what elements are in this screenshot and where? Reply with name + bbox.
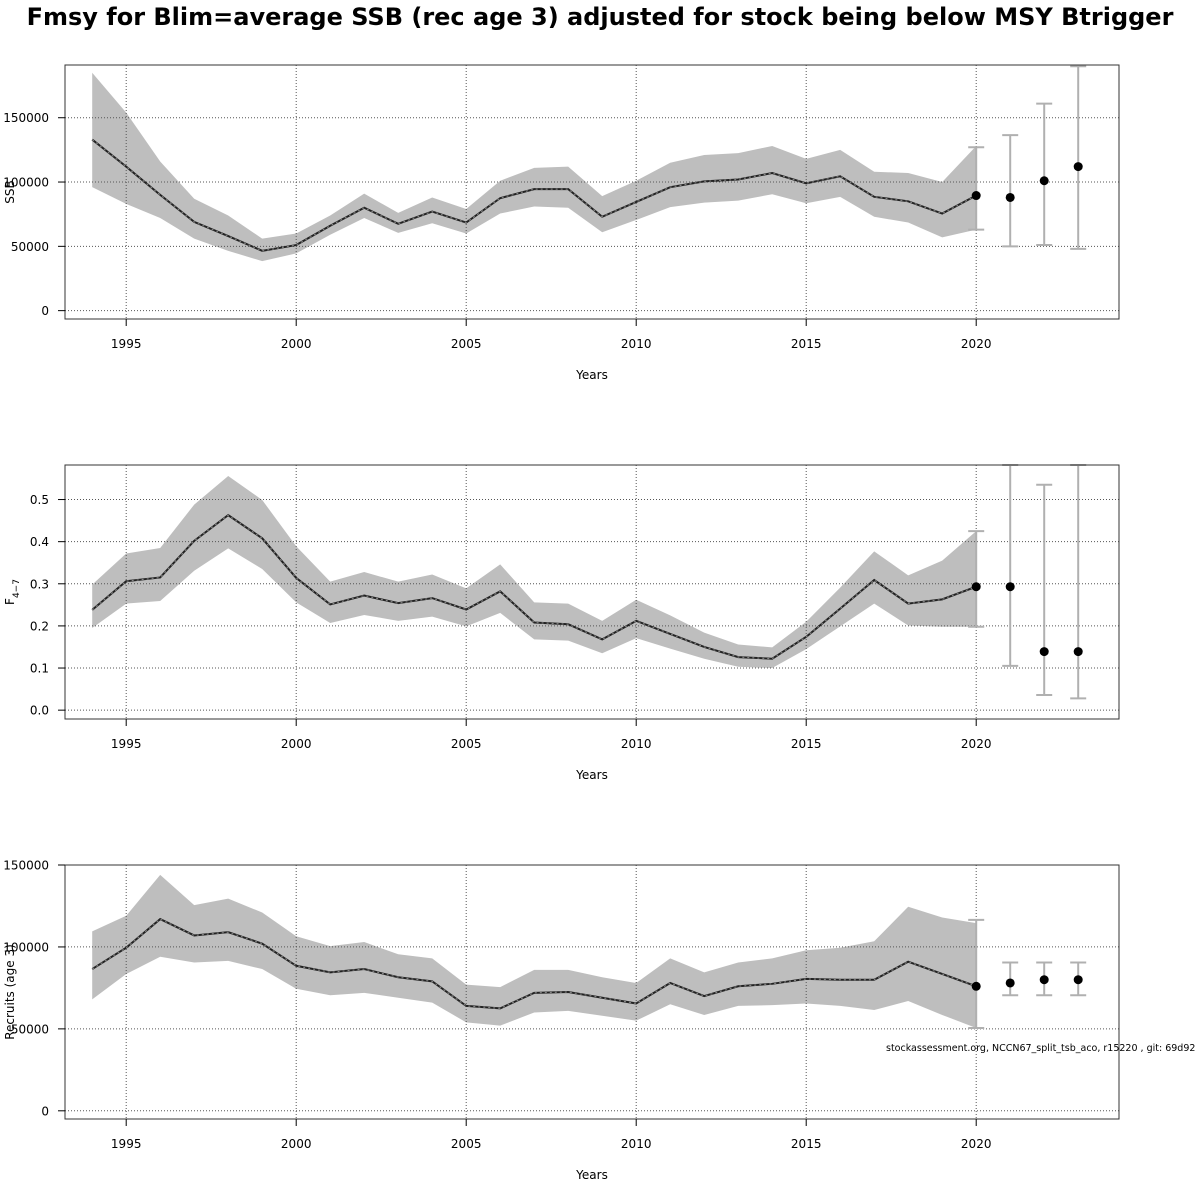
y-tick-label: 100000 bbox=[3, 176, 49, 190]
estimate-line bbox=[91, 917, 977, 1010]
plot-frame bbox=[64, 464, 1120, 720]
x-tick-label: 2000 bbox=[281, 337, 312, 351]
y-tick-label: 150000 bbox=[3, 111, 49, 125]
x-tick-label: 2020 bbox=[961, 1137, 992, 1151]
forecast-point bbox=[971, 191, 981, 201]
y-tick-label: 50000 bbox=[11, 240, 49, 254]
estimate-line bbox=[91, 513, 977, 660]
x-tick-label: 2010 bbox=[621, 337, 652, 351]
x-tick-label: 2015 bbox=[791, 737, 822, 751]
plot-frame bbox=[64, 64, 1120, 320]
plot-frame bbox=[64, 864, 1120, 1120]
y-tick-label: 0.5 bbox=[30, 493, 49, 507]
y-tick-label: 150000 bbox=[3, 859, 49, 873]
chart-title: Fmsy for Blim=average SSB (rec age 3) ad… bbox=[26, 3, 1174, 31]
x-tick-label: 1995 bbox=[111, 1137, 142, 1151]
forecast-point bbox=[1005, 582, 1015, 592]
y-tick-label: 0.4 bbox=[30, 535, 49, 549]
x-tick-label: 2005 bbox=[451, 737, 482, 751]
forecast-point bbox=[1039, 647, 1049, 657]
confidence-band bbox=[92, 874, 977, 1029]
x-tick-label: 1995 bbox=[111, 737, 142, 751]
x-tick-label: 1995 bbox=[111, 337, 142, 351]
x-tick-label: 2015 bbox=[791, 337, 822, 351]
x-tick-label: 2005 bbox=[451, 337, 482, 351]
x-axis-label: Years bbox=[575, 768, 608, 782]
y-tick-label: 0.3 bbox=[30, 577, 49, 591]
x-tick-label: 2000 bbox=[281, 1137, 312, 1151]
y-tick-label: 0.0 bbox=[30, 704, 49, 718]
forecast-point bbox=[1005, 978, 1015, 988]
y-tick-label: 0.2 bbox=[30, 619, 49, 633]
forecast-point bbox=[971, 981, 981, 991]
y-tick-label: 50000 bbox=[11, 1022, 49, 1036]
x-tick-label: 2000 bbox=[281, 737, 312, 751]
x-axis-label: Years bbox=[575, 368, 608, 382]
recruits-panel: 1995 2000 2005 2010 2015 2020 0 50000 100000 1500… bbox=[3, 859, 1120, 1182]
x-tick-label: 2010 bbox=[621, 1137, 652, 1151]
x-tick-label: 2020 bbox=[961, 337, 992, 351]
forecast-point bbox=[1039, 176, 1049, 186]
y-tick-label: 100000 bbox=[3, 940, 49, 954]
forecast-point bbox=[1073, 975, 1083, 985]
y-axis-label: F4−7 bbox=[3, 579, 22, 605]
x-tick-label: 2015 bbox=[791, 1137, 822, 1151]
y-axis-label: SSB bbox=[3, 180, 17, 203]
forecast-point bbox=[1005, 192, 1015, 202]
confidence-band bbox=[92, 475, 977, 669]
y-tick-label: 0.1 bbox=[30, 662, 49, 676]
confidence-band bbox=[92, 72, 977, 262]
estimate-line-dash bbox=[91, 139, 977, 252]
ssb-panel: 1995 2000 2005 2010 2015 2020 0 50000 100000 1500… bbox=[3, 64, 1120, 382]
y-axis-label-subscript: 4−7 bbox=[12, 579, 22, 598]
forecast-point bbox=[1073, 647, 1083, 657]
forecast-point bbox=[971, 582, 981, 592]
y-tick-label: 0 bbox=[41, 1104, 49, 1118]
forecast-point bbox=[1039, 975, 1049, 985]
fishing-mortality-panel: 1995 2000 2005 2010 2015 2020 0.0 0.1 0.2 0.3 0.4 0… bbox=[3, 464, 1120, 782]
y-axis-label: Recruits (age 3) bbox=[3, 944, 17, 1040]
forecast-point bbox=[1073, 162, 1083, 172]
x-axis-label: Years bbox=[575, 1168, 608, 1182]
x-tick-label: 2010 bbox=[621, 737, 652, 751]
footer-note: stockassessment.org, NCCN67_split_tsb_ac… bbox=[886, 1043, 1195, 1054]
x-tick-label: 2020 bbox=[961, 737, 992, 751]
x-tick-label: 2005 bbox=[451, 1137, 482, 1151]
y-tick-label: 0 bbox=[41, 304, 49, 318]
